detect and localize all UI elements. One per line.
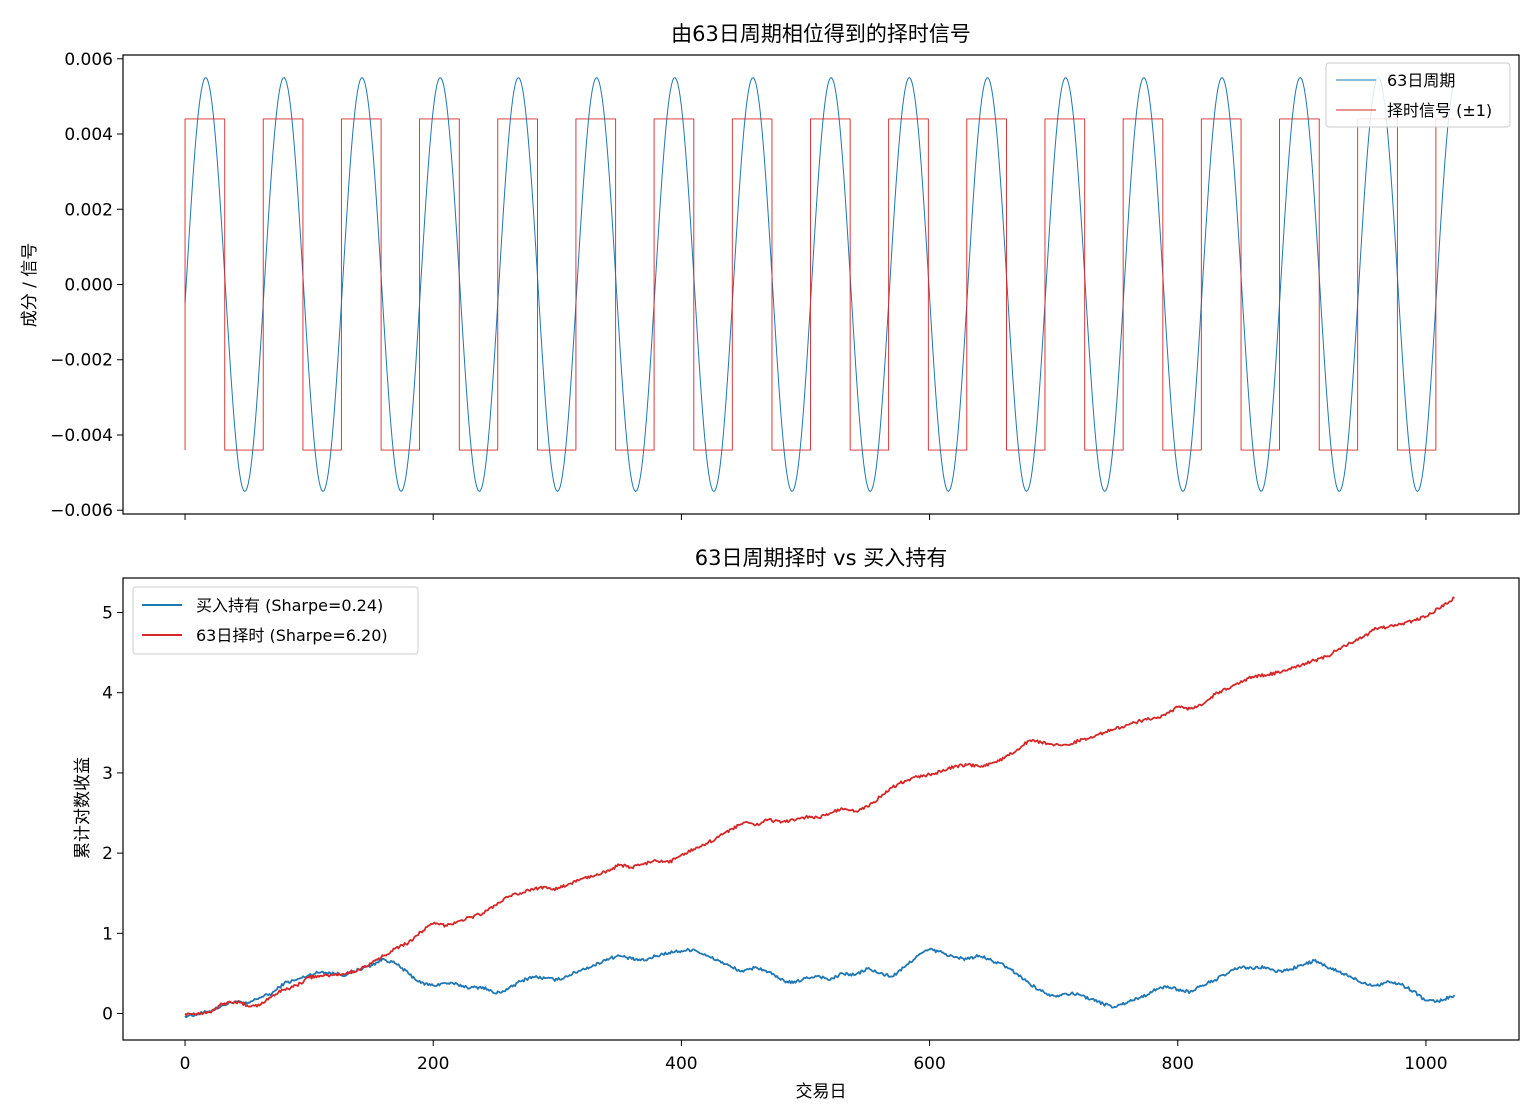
x-tick-label: 600: [913, 1054, 945, 1074]
y-tick-label: 0.002: [64, 200, 113, 220]
y-tick-label: 3: [102, 764, 113, 784]
bottom-panel-series-layer: [184, 596, 1456, 1019]
bottom-panel-legend: 买入持有 (Sharpe=0.24) 63日择时 (Sharpe=6.20): [132, 586, 419, 655]
top-legend-box: [1325, 62, 1511, 128]
bottom-panel-xlabel: 交易日: [796, 1082, 847, 1102]
y-tick-label: 0.004: [64, 125, 113, 145]
top-legend-sine-label: 63日周期: [1387, 71, 1455, 90]
top-panel-title: 由63日周期相位得到的择时信号: [671, 22, 971, 46]
y-tick-label: 2: [102, 844, 113, 864]
bottom-panel-title: 63日周期择时 vs 买入持有: [695, 546, 947, 570]
y-tick-label: 0.006: [64, 50, 113, 70]
y-tick-label: 1: [102, 924, 113, 944]
x-tick-label: 800: [1162, 1054, 1194, 1074]
bottom-panel-cumulative-returns: 63日周期择时 vs 买入持有 累计对数收益 交易日 0 200 400 600 800…: [73, 546, 1520, 1102]
y-tick-label: 0: [102, 1005, 113, 1025]
bottom-panel-axes: 0 200 400 600 800 1000 0 1 2 3 4 5: [102, 603, 1447, 1074]
x-tick-label: 400: [665, 1054, 697, 1074]
series-line-buy-hold: [184, 947, 1456, 1019]
bottom-panel-frame: [122, 577, 1520, 1041]
top-legend-signal-label: 择时信号 (±1): [1387, 101, 1492, 120]
top-panel-legend: 63日周期 择时信号 (±1): [1325, 62, 1511, 128]
y-tick-label: 0.000: [64, 276, 113, 296]
top-panel-frame: [122, 54, 1520, 515]
x-tick-label: 1000: [1404, 1054, 1447, 1074]
y-tick-label: −0.004: [50, 426, 113, 446]
y-tick-label: 4: [102, 684, 113, 704]
series-line-timing-63d: [184, 596, 1455, 1016]
y-tick-label: −0.002: [50, 351, 113, 371]
series-line-cycle-63d: [184, 77, 1455, 492]
top-panel-axes: −0.006 −0.004 −0.002 0.000 0.002 0.004 0.006: [50, 50, 1427, 521]
bottom-legend-buyhold-label: 买入持有 (Sharpe=0.24): [196, 596, 383, 615]
x-tick-label: 200: [417, 1054, 449, 1074]
y-tick-label: −0.006: [50, 501, 113, 521]
y-tick-label: 5: [102, 603, 113, 623]
bottom-panel-ylabel: 累计对数收益: [73, 757, 93, 859]
bottom-legend-timing-label: 63日择时 (Sharpe=6.20): [196, 626, 388, 645]
top-panel-series-layer: [184, 77, 1455, 492]
top-panel-timing-signal: 由63日周期相位得到的择时信号 成分 / 信号 −0.006−0.004−0.0…: [20, 22, 1520, 521]
series-line-timing-signal: [184, 118, 1455, 451]
x-tick-label: 0: [180, 1054, 191, 1074]
top-panel-ylabel: 成分 / 信号: [20, 243, 40, 328]
bottom-legend-box: [132, 586, 419, 655]
